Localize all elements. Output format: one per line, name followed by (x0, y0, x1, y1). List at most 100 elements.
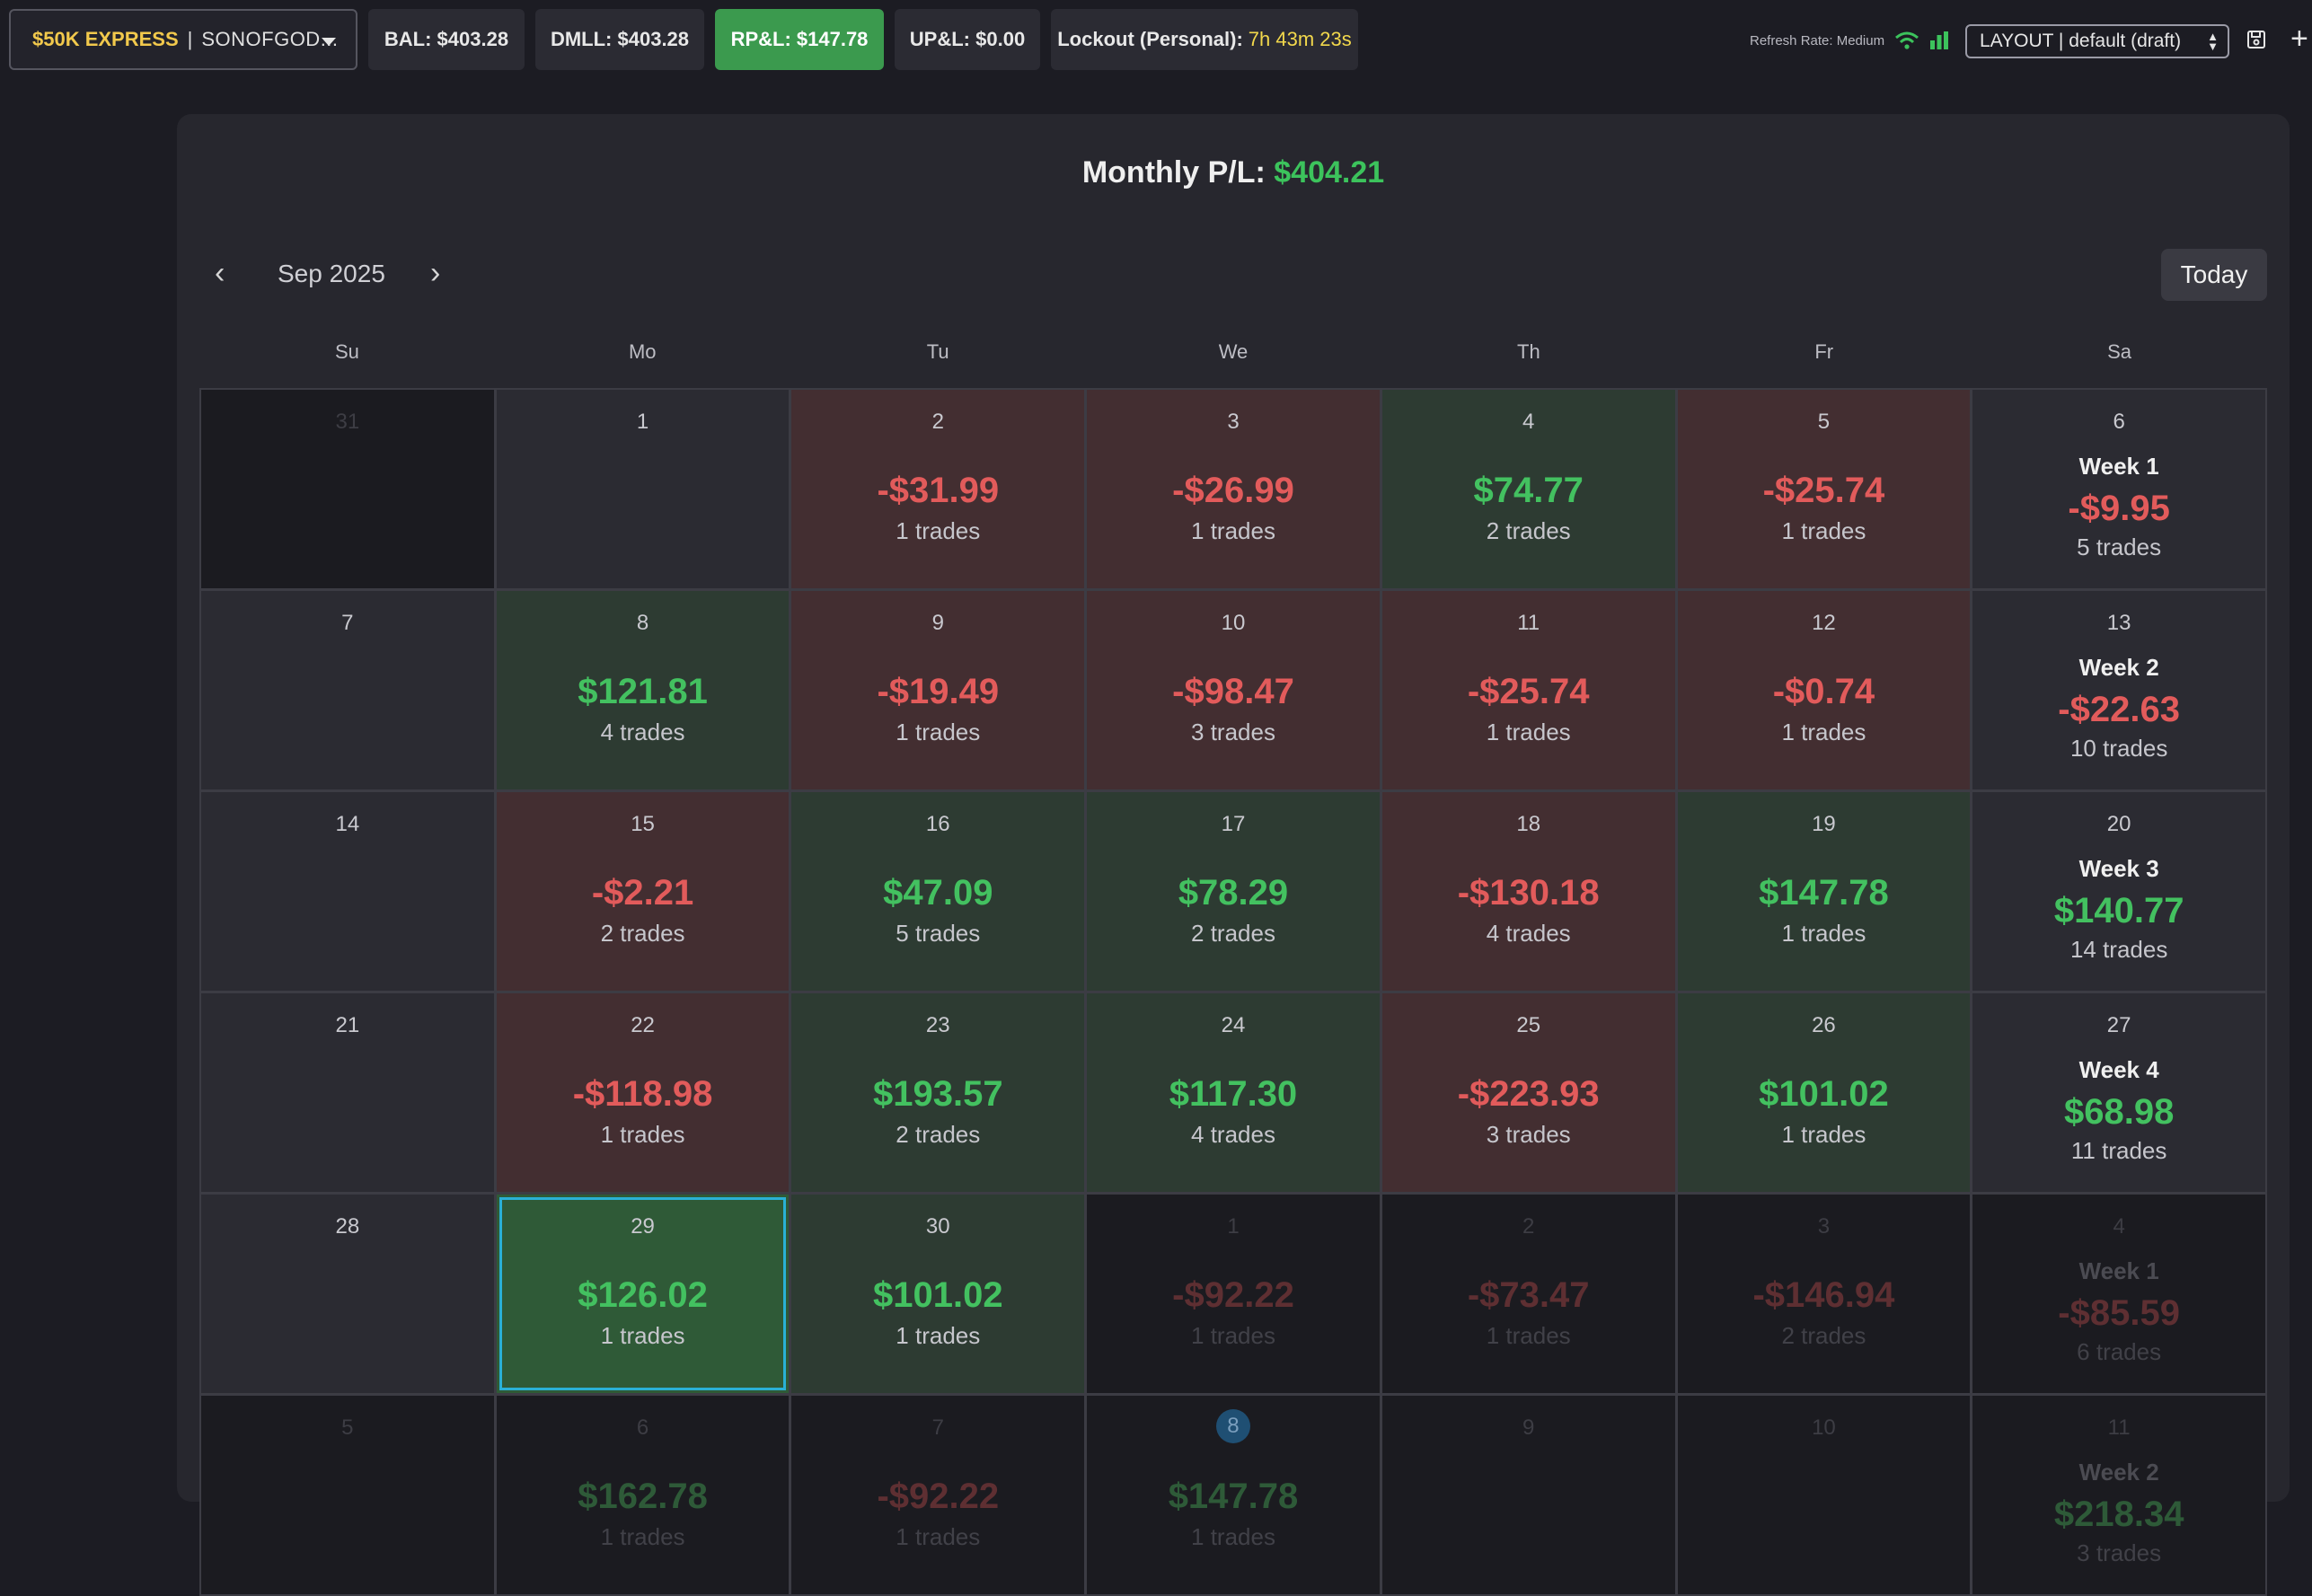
day-number: 13 (2106, 611, 2131, 635)
day-number: 14 (335, 812, 360, 836)
week-summary-cell[interactable]: 4 Week 1 -$85.59 6 trades (1972, 1195, 2265, 1393)
day-cell[interactable]: 16 $47.09 5 trades (791, 792, 1085, 991)
day-cell[interactable]: 5 -$25.74 1 trades (1677, 390, 1971, 588)
trade-count: 1 trades (1781, 719, 1866, 745)
day-pnl: $78.29 (1178, 873, 1289, 913)
day-cell[interactable]: 21 (201, 993, 494, 1192)
day-pnl: -$118.98 (572, 1074, 713, 1114)
day-cell[interactable]: 31 (201, 390, 494, 588)
signal-bars-icon (1930, 31, 1949, 49)
day-cell[interactable]: 9 -$19.49 1 trades (791, 591, 1085, 789)
day-cell[interactable]: 2 -$73.47 1 trades (1381, 1195, 1675, 1393)
monthly-pnl: Monthly P/L: $404.21 (177, 155, 2290, 190)
day-cell[interactable]: 19 $147.78 1 trades (1677, 792, 1971, 991)
day-pnl: -$25.74 (1762, 471, 1885, 510)
day-cell[interactable]: 7 -$92.22 1 trades (791, 1396, 1085, 1594)
day-number: 21 (335, 1013, 360, 1037)
trade-count: 2 trades (1191, 920, 1275, 947)
day-number: 7 (931, 1415, 944, 1440)
week-summary-cell[interactable]: 6 Week 1 -$9.95 5 trades (1972, 390, 2265, 588)
day-cell[interactable]: 12 -$0.74 1 trades (1677, 591, 1971, 789)
day-pnl: -$223.93 (1457, 1074, 1600, 1114)
day-number: 3 (1227, 410, 1240, 434)
day-cell[interactable]: 14 (201, 792, 494, 991)
week-label: Week 3 (2078, 855, 2159, 882)
day-cell[interactable]: 7 (201, 591, 494, 789)
trade-count: 1 trades (600, 1121, 685, 1148)
day-number: 25 (1516, 1013, 1541, 1037)
day-cell[interactable]: 10 (1677, 1396, 1971, 1594)
week-summary-cell[interactable]: 11 Week 2 $218.34 3 trades (1972, 1396, 2265, 1594)
day-cell[interactable]: 5 (201, 1396, 494, 1594)
day-pnl: $121.81 (578, 672, 708, 711)
week-label: Week 1 (2078, 1257, 2159, 1284)
day-cell[interactable]: 3 -$26.99 1 trades (1087, 390, 1380, 588)
day-cell[interactable]: 1 (496, 390, 790, 588)
chevron-left-icon[interactable]: ‹ (215, 256, 225, 290)
day-cell[interactable]: 15 -$2.21 2 trades (496, 792, 790, 991)
day-number: 2 (931, 410, 944, 434)
save-icon[interactable] (2246, 29, 2267, 50)
layout-select[interactable]: LAYOUT | default (draft) ▲ ▼ (1965, 24, 2229, 58)
trade-count: 2 trades (1781, 1322, 1866, 1349)
updown-arrows-icon: ▲ ▼ (2207, 30, 2219, 53)
day-pnl: $101.02 (872, 1275, 1003, 1315)
day-cell[interactable]: 25 -$223.93 3 trades (1381, 993, 1675, 1192)
trade-count: 2 trades (896, 1121, 981, 1148)
weekday-label: Sa (2107, 340, 2132, 363)
week-label: Week 1 (2078, 453, 2159, 480)
day-cell[interactable]: 1 -$92.22 1 trades (1087, 1195, 1380, 1393)
day-cell[interactable]: 10 -$98.47 3 trades (1087, 591, 1380, 789)
day-cell[interactable]: 18 -$130.18 4 trades (1381, 792, 1675, 991)
trade-count: 4 trades (600, 719, 685, 745)
week-summary-cell[interactable]: 13 Week 2 -$22.63 10 trades (1972, 591, 2265, 789)
day-cell[interactable]: 2 -$31.99 1 trades (791, 390, 1085, 588)
refresh-rate: Refresh Rate: Medium (1750, 27, 1949, 54)
day-pnl: $147.78 (1759, 873, 1889, 913)
day-number: 7 (341, 611, 354, 635)
day-number: 24 (1221, 1013, 1246, 1037)
plus-icon[interactable]: + (2290, 22, 2308, 56)
day-cell[interactable]: 28 (201, 1195, 494, 1393)
day-number: 30 (925, 1214, 950, 1239)
trade-count: 1 trades (600, 1322, 685, 1349)
day-cell[interactable]: 26 $101.02 1 trades (1677, 993, 1971, 1192)
trade-count: 14 trades (2069, 936, 2168, 963)
day-cell[interactable]: 11 -$25.74 1 trades (1381, 591, 1675, 789)
trade-count: 1 trades (896, 719, 981, 745)
trade-count: 3 trades (1191, 719, 1275, 745)
balance-pill: BAL: $403.28 (368, 9, 525, 70)
account-select[interactable]: $50K EXPRESS | SONOFGOD... (9, 9, 357, 70)
day-cell[interactable]: 29 $126.02 1 trades (496, 1195, 790, 1393)
day-cell[interactable]: 17 $78.29 2 trades (1087, 792, 1380, 991)
day-cell[interactable]: 8 $147.78 1 trades (1087, 1396, 1380, 1594)
day-cell[interactable]: 23 $193.57 2 trades (791, 993, 1085, 1192)
trade-count: 1 trades (1486, 719, 1571, 745)
account-separator: | (187, 28, 193, 50)
day-pnl: -$130.18 (1457, 873, 1600, 913)
day-cell[interactable]: 8 $121.81 4 trades (496, 591, 790, 789)
trade-count: 1 trades (1781, 517, 1866, 544)
day-number: 1 (1227, 1214, 1240, 1239)
weekday-label: Fr (1814, 340, 1834, 363)
monthly-pnl-label: Monthly P/L: (1081, 155, 1266, 190)
week-summary-cell[interactable]: 20 Week 3 $140.77 14 trades (1972, 792, 2265, 991)
week-label: Week 4 (2078, 1056, 2159, 1083)
wifi-icon (1895, 31, 1919, 49)
day-cell[interactable]: 24 $117.30 4 trades (1087, 993, 1380, 1192)
day-cell[interactable]: 30 $101.02 1 trades (791, 1195, 1085, 1393)
day-pnl: -$22.63 (2058, 690, 2180, 729)
today-button[interactable]: Today (2161, 249, 2267, 301)
day-cell[interactable]: 9 (1381, 1396, 1675, 1594)
day-number: 27 (2106, 1013, 2131, 1037)
trade-count: 5 trades (896, 920, 981, 947)
day-cell[interactable]: 6 $162.78 1 trades (496, 1396, 790, 1594)
day-cell[interactable]: 3 -$146.94 2 trades (1677, 1195, 1971, 1393)
week-summary-cell[interactable]: 27 Week 4 $68.98 11 trades (1972, 993, 2265, 1192)
day-number: 12 (1812, 611, 1836, 635)
day-cell[interactable]: 22 -$118.98 1 trades (496, 993, 790, 1192)
day-cell[interactable]: 4 $74.77 2 trades (1381, 390, 1675, 588)
month-label: Sep 2025 (278, 260, 385, 287)
chevron-right-icon[interactable]: › (430, 256, 441, 290)
trade-count: 1 trades (1781, 1121, 1866, 1148)
